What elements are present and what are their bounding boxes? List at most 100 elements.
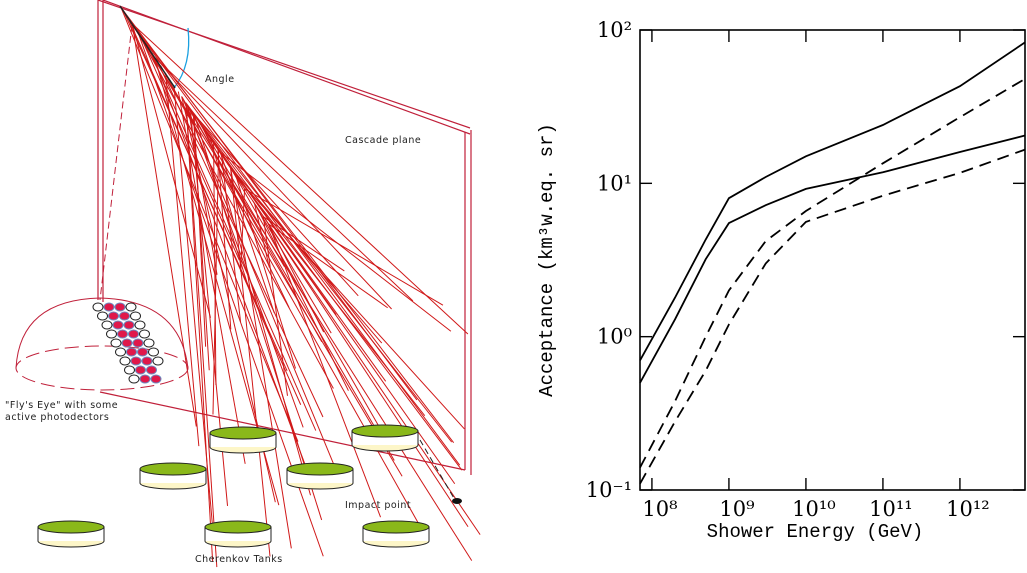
photodetector (141, 356, 153, 366)
shower-line (127, 17, 302, 405)
photodetector (110, 338, 122, 348)
photodetector (103, 302, 115, 312)
axis-extension (419, 439, 456, 501)
photodetector (139, 329, 150, 339)
photodetector (119, 311, 130, 321)
shower-line (131, 24, 211, 318)
photodetector (126, 347, 137, 357)
photodetector (101, 320, 113, 330)
photodetector (146, 365, 157, 375)
photodetector (92, 302, 104, 312)
label: Cascade plane (345, 135, 421, 146)
tank-top (37, 520, 105, 534)
x-tick-label: 10¹² (946, 497, 990, 521)
photodetector (115, 347, 126, 357)
shower-line (177, 91, 246, 464)
shower-line (137, 32, 461, 466)
photodetector (114, 302, 126, 312)
series-line (639, 41, 1026, 361)
shower-line (230, 168, 292, 549)
photodetector (143, 338, 155, 348)
shower-line (120, 7, 418, 401)
photodetector (119, 356, 131, 366)
shower-line (263, 216, 345, 272)
y-tick-label: 10⁻¹ (586, 478, 632, 502)
shower-line (185, 102, 304, 428)
photodetector (148, 347, 159, 357)
shower-line (155, 57, 414, 302)
y-tick-label: 10⁰ (597, 325, 632, 349)
shower-line (165, 72, 200, 447)
shower-line (185, 102, 214, 562)
x-tick-label: 10¹⁰ (792, 497, 836, 521)
shower-line (230, 168, 271, 557)
shower-line (232, 170, 426, 416)
shower-line (268, 223, 388, 309)
shower-line (237, 178, 465, 430)
shower-line (131, 23, 197, 427)
photodetector (130, 356, 142, 366)
shower-line (217, 149, 232, 330)
shower-line (188, 106, 453, 443)
shower-line (154, 57, 392, 310)
photodetector (139, 374, 151, 384)
series-line (639, 148, 1026, 485)
photodetector (137, 347, 148, 357)
photodetector (128, 374, 140, 384)
photodetector (135, 365, 146, 375)
tank-top (286, 462, 354, 476)
label: "Fly's Eye" with some (5, 400, 118, 411)
tank-top (351, 424, 419, 438)
shower-line (221, 154, 242, 323)
shower-line (140, 35, 240, 261)
label: Cherenkov Tanks (195, 554, 283, 565)
shower-diagram: Angle Cascade plane "Fly's Eye" with som… (5, 0, 481, 568)
photodetector (112, 320, 124, 330)
photodetector (125, 302, 137, 312)
photodetector (97, 311, 108, 321)
photodetector (117, 329, 128, 339)
y-tick-label: 10¹ (597, 171, 632, 195)
label: active photodectors (5, 412, 109, 423)
tanks (37, 424, 430, 548)
tank-top (362, 520, 430, 534)
tank-top (139, 462, 207, 476)
shower-line (120, 7, 299, 442)
shower-line (268, 223, 382, 518)
tank-top (209, 426, 277, 440)
shower-axis (119, 5, 176, 89)
shower-line (185, 103, 218, 568)
photodetector (150, 374, 162, 384)
shower-line (188, 106, 481, 535)
plot-frame (639, 29, 1026, 491)
label: Angle (205, 74, 235, 85)
shower-line (198, 121, 285, 267)
x-tick-label: 10⁹ (719, 497, 754, 521)
x-tick-label: 10¹¹ (869, 497, 913, 521)
label: Impact point (345, 500, 411, 511)
photodetector (121, 338, 133, 348)
shower-line (209, 138, 312, 496)
shower-line (244, 188, 444, 306)
flys-eye (15, 297, 189, 391)
y-tick-label: 10² (597, 18, 632, 42)
shower-line (252, 200, 332, 334)
shower-line (186, 103, 456, 485)
tank-top (204, 520, 272, 534)
x-tick-label: 10⁸ (642, 497, 677, 521)
angle-arc (173, 27, 190, 89)
y-axis-label: Acceptance (km³w.eq. sr) (536, 123, 558, 397)
shower-line (192, 113, 210, 371)
shower-line (264, 218, 469, 527)
shower-line (131, 23, 469, 335)
x-axis-label: Shower Energy (GeV) (707, 521, 924, 543)
shower-line (213, 143, 217, 386)
shower-line (253, 203, 270, 268)
photodetector (108, 311, 119, 321)
photodetector (132, 338, 144, 348)
shower-line (212, 150, 220, 415)
shower-line (135, 29, 334, 389)
photodetector (134, 320, 146, 330)
